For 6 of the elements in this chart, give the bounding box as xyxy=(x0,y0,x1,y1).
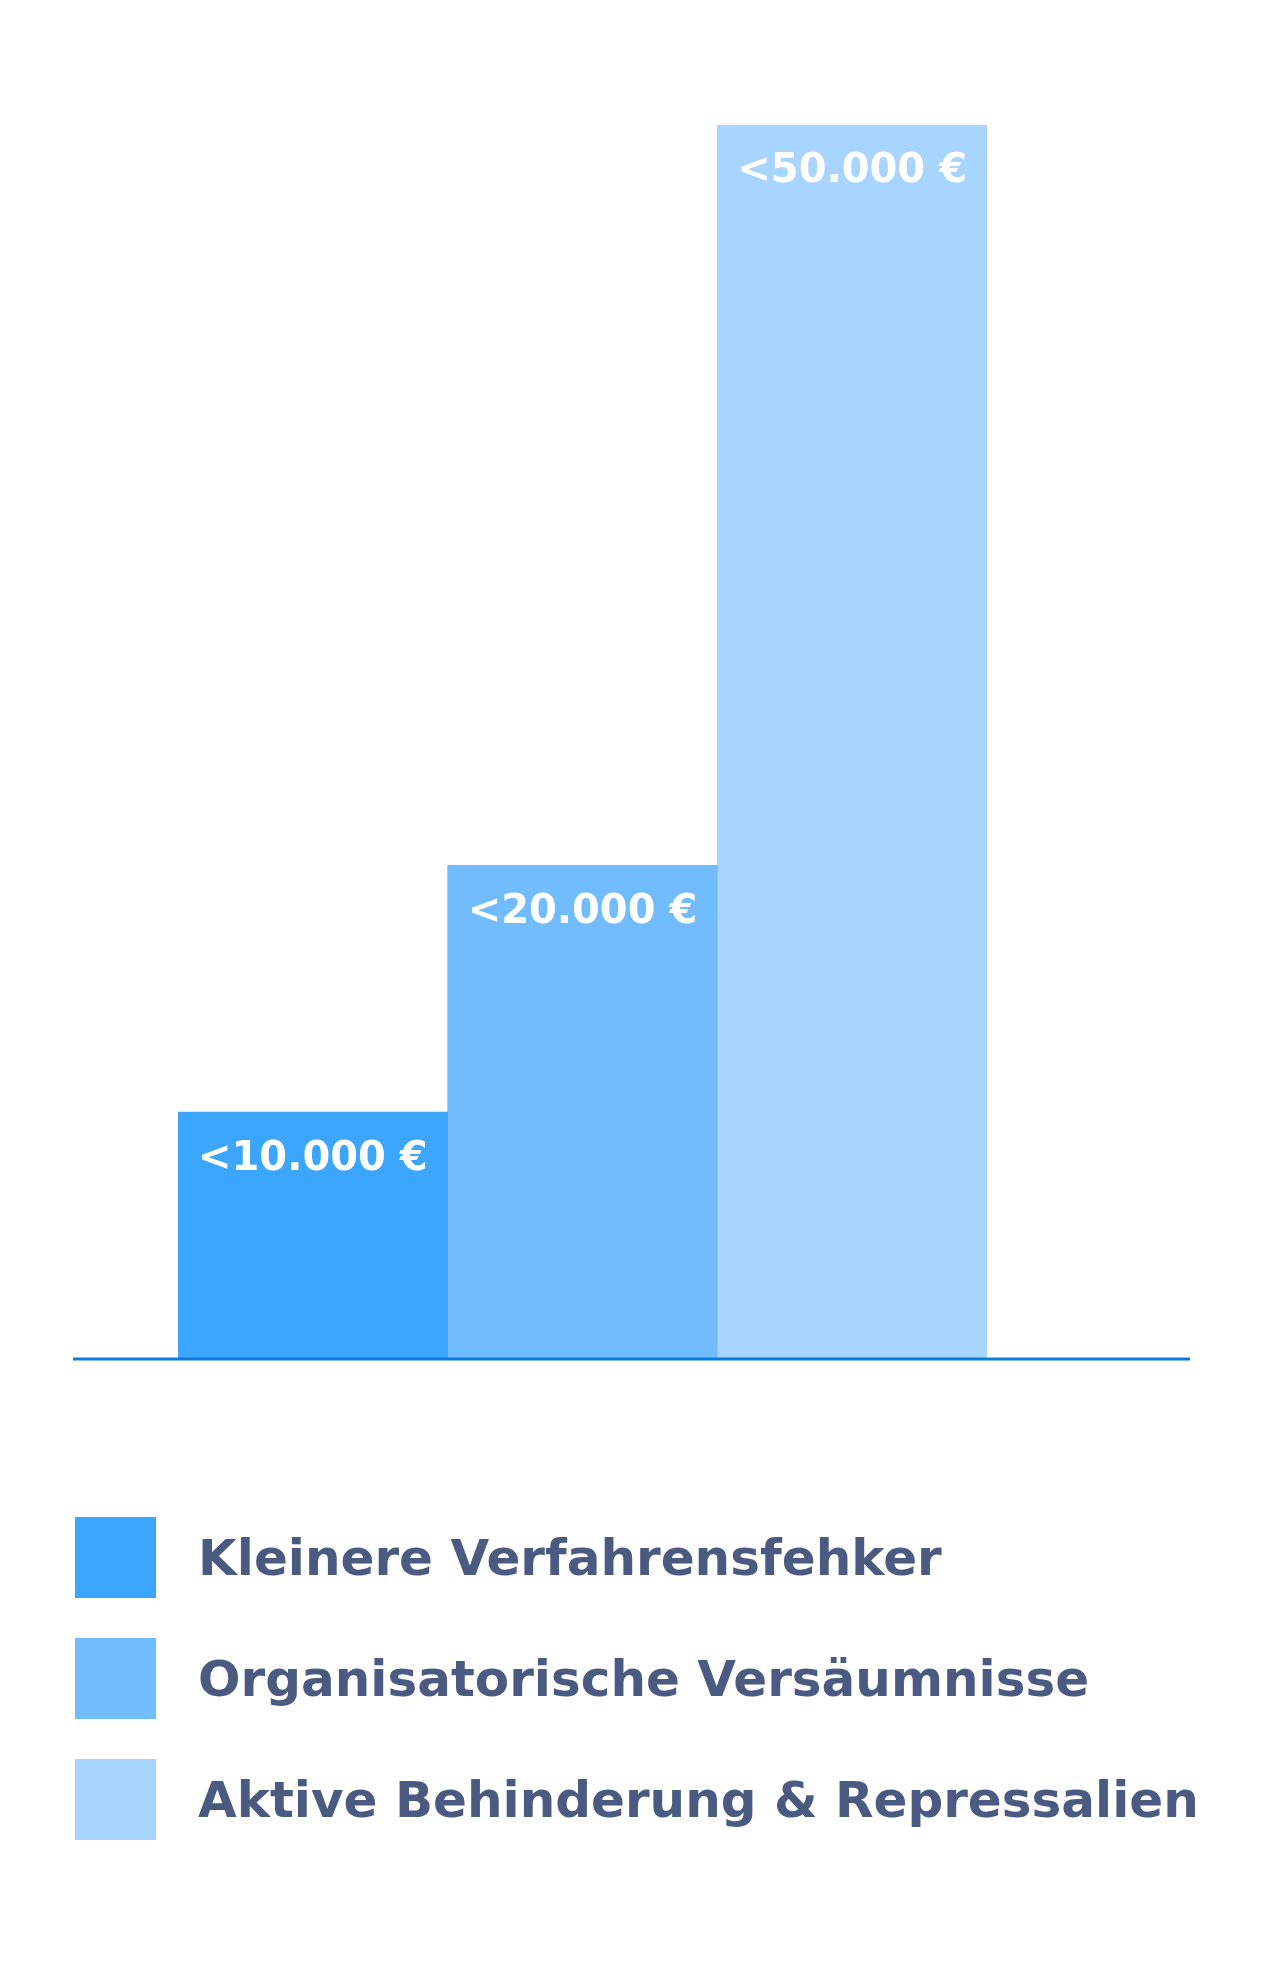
data-label: <20.000 € xyxy=(467,885,698,932)
data-label: <50.000 € xyxy=(737,145,967,192)
legend-label: Organisatorische Versäumnisse xyxy=(198,1649,1090,1708)
legend-label: Aktive Behinderung & Repressalien xyxy=(198,1770,1199,1829)
data-label: <10.000 € xyxy=(198,1132,428,1179)
legend-label: Kleinere Verfahrensfehker xyxy=(198,1528,942,1587)
